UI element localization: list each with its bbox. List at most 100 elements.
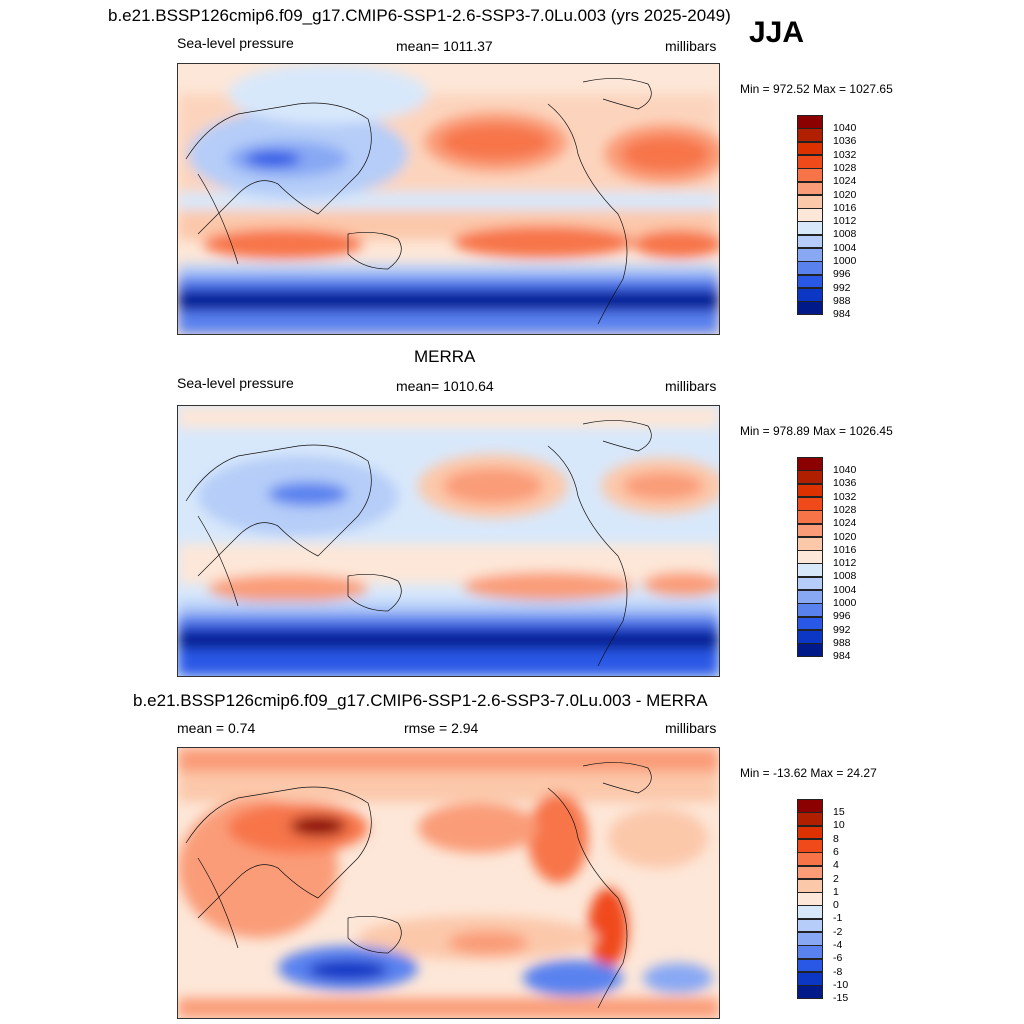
colorbar-label: 1020: [833, 530, 857, 543]
panel3-units-label: millibars: [665, 720, 717, 736]
panel1-minmax: Min = 972.52 Max = 1027.65: [740, 82, 893, 96]
colorbar-label: 1024: [833, 517, 857, 530]
colorbar-label: 1036: [833, 135, 857, 148]
colorbar-label: 6: [833, 845, 839, 858]
panel1-units-label: millibars: [665, 38, 717, 54]
colorbar-swatch: [797, 128, 823, 143]
colorbar-label: 1028: [833, 503, 857, 516]
colorbar-swatch: [797, 287, 823, 302]
colorbar-swatch: [797, 945, 823, 960]
colorbar-swatch: [797, 563, 823, 578]
colorbar-label: -6: [833, 952, 843, 965]
colorbar-swatch: [797, 261, 823, 276]
colorbar-swatch: [797, 799, 823, 813]
colorbar-label: 1012: [833, 557, 857, 570]
colorbar-swatch: [797, 168, 823, 182]
panel3-minmax: Min = -13.62 Max = 24.27: [740, 766, 877, 780]
panel3-mean-label: mean = 0.74: [177, 720, 256, 736]
colorbar-label: 4: [833, 859, 839, 872]
panel1-variable-label: Sea-level pressure: [177, 35, 294, 51]
colorbar-label: -15: [833, 992, 849, 1005]
colorbar-swatch: [797, 181, 823, 196]
colorbar-label: 0: [833, 899, 839, 912]
colorbar-swatch: [797, 470, 823, 485]
panel3-map-svg: [178, 748, 719, 1018]
panel2-colorbar: 1040 1036 1032 1028 1024 1020 1016 1012 1008 1004…: [797, 457, 877, 672]
colorbar-swatch: [797, 248, 823, 262]
panel2-title: MERRA: [414, 347, 476, 366]
colorbar-label: 996: [833, 610, 851, 623]
colorbar-label: 1032: [833, 490, 857, 503]
panel1-map: [177, 63, 720, 335]
colorbar-swatch: [797, 576, 823, 591]
colorbar-label: 1: [833, 885, 839, 898]
panel1-mean-label: mean= 1011.37: [396, 38, 493, 54]
colorbar-swatch: [797, 629, 823, 644]
panel2-mean-label: mean= 1010.64: [396, 378, 494, 394]
colorbar-swatch: [797, 301, 823, 315]
colorbar-label: 1036: [833, 477, 857, 490]
colorbar-label: 1012: [833, 215, 857, 228]
colorbar-swatch: [797, 154, 823, 169]
panel2-map-svg: [178, 406, 719, 676]
colorbar-label: -1: [833, 912, 843, 925]
colorbar-swatch: [797, 838, 823, 853]
colorbar-swatch: [797, 496, 823, 511]
coastlines: [185, 420, 652, 667]
colorbar-swatch: [797, 905, 823, 920]
panel1-colorbar: 1040 1036 1032 1028 1024 1020 1016 1012 1008 1004…: [797, 115, 877, 330]
colorbar-swatch: [797, 865, 823, 880]
colorbar-label: 1020: [833, 188, 857, 201]
colorbar-label: 992: [833, 623, 851, 636]
colorbar-label: 1040: [833, 464, 857, 476]
colorbar-swatch: [797, 536, 823, 551]
colorbar-swatch: [797, 918, 823, 933]
colorbar-label: -10: [833, 978, 849, 991]
colorbar-swatch: [797, 985, 823, 999]
colorbar-label: -8: [833, 965, 843, 978]
colorbar-label: 1040: [833, 122, 857, 134]
colorbar-label: 996: [833, 268, 851, 281]
colorbar-label: 8: [833, 832, 839, 845]
colorbar-label: 988: [833, 294, 851, 307]
colorbar-swatch: [797, 523, 823, 538]
coastlines: [185, 78, 652, 325]
colorbar-label: 1032: [833, 148, 857, 161]
panel3-rmse-label: rmse = 2.94: [404, 720, 479, 736]
colorbar-swatch: [797, 812, 823, 827]
colorbar-label: 1004: [833, 241, 857, 254]
colorbar-label: 10: [833, 819, 845, 832]
colorbar-swatch: [797, 457, 823, 471]
colorbar-label: 1024: [833, 175, 857, 188]
panel2-minmax: Min = 978.89 Max = 1026.45: [740, 424, 893, 438]
colorbar-swatch: [797, 141, 823, 156]
colorbar-swatch: [797, 616, 823, 631]
colorbar-label: 1000: [833, 255, 857, 267]
season-label: JJA: [749, 16, 805, 49]
colorbar-swatch: [797, 643, 823, 657]
colorbar-swatch: [797, 958, 823, 973]
colorbar-swatch: [797, 483, 823, 498]
colorbar-swatch: [797, 115, 823, 129]
colorbar-label: 1008: [833, 570, 857, 583]
colorbar-swatch: [797, 234, 823, 249]
colorbar-swatch: [797, 590, 823, 604]
colorbar-label: 1000: [833, 597, 857, 609]
colorbar-swatch: [797, 892, 823, 906]
colorbar-swatch: [797, 825, 823, 840]
colorbar-swatch: [797, 194, 823, 209]
colorbar-label: 984: [833, 308, 851, 321]
colorbar-label: 1008: [833, 228, 857, 241]
panel3-colorbar: 15 10 8 6 4 2 1 0 -1 -2 -4 -6 -8 -10 -15: [797, 799, 877, 1014]
colorbar-swatch: [797, 550, 823, 564]
colorbar-swatch: [797, 274, 823, 289]
colorbar-label: 15: [833, 806, 845, 818]
colorbar-swatch: [797, 510, 823, 524]
colorbar-swatch: [797, 878, 823, 893]
colorbar-swatch: [797, 208, 823, 222]
panel3-map: [177, 747, 720, 1019]
colorbar-label: 1016: [833, 201, 857, 214]
colorbar-label: 1028: [833, 161, 857, 174]
colorbar-swatch: [797, 971, 823, 986]
colorbar-label: 1016: [833, 543, 857, 556]
